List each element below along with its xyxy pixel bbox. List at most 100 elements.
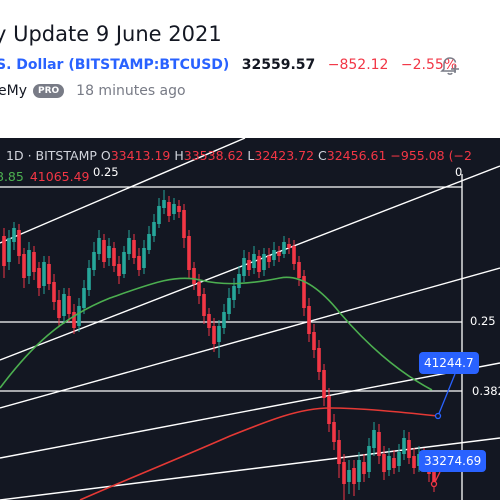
candle-body-55 <box>277 252 281 256</box>
legend-interval: 1D <box>6 148 24 163</box>
idea-header: y Update 9 June 2021 S. Dollar (BITSTAMP… <box>0 0 500 138</box>
candle-body-80 <box>402 438 406 454</box>
candle-body-26 <box>132 240 136 258</box>
trendline-top <box>0 138 246 244</box>
candle-body-17 <box>87 268 91 290</box>
candle-body-49 <box>247 260 251 270</box>
candle-body-68 <box>342 462 346 484</box>
candle-body-75 <box>377 432 381 456</box>
candle-body-37 <box>187 236 191 270</box>
candle-body-22 <box>112 248 116 266</box>
candle-body-57 <box>287 244 291 248</box>
candle-body-74 <box>372 430 376 448</box>
legend-low: 32423.72 <box>254 148 315 163</box>
candle-body-8 <box>42 262 46 286</box>
candle-body-29 <box>147 234 151 250</box>
symbol-link[interactable]: BITSTAMP:BTCUSD <box>74 57 223 73</box>
candle-body-61 <box>307 306 311 334</box>
legend-exchange: BITSTAMP <box>35 148 97 163</box>
candle-body-18 <box>92 252 96 270</box>
last-price: 32559.57 <box>241 57 316 73</box>
candle-body-42 <box>212 326 216 344</box>
candle-body-27 <box>137 256 141 270</box>
candle-body-32 <box>162 200 166 208</box>
candle-body-63 <box>317 348 321 372</box>
candle-body-2 <box>12 228 16 242</box>
candle-body-48 <box>242 258 246 276</box>
price-label-anchor-1 <box>434 412 442 420</box>
candle-body-60 <box>302 276 306 308</box>
symbol-suffix: ) <box>222 57 230 73</box>
candle-body-82 <box>412 456 416 468</box>
ma-green-line <box>0 276 433 391</box>
ma-red-line <box>79 407 439 500</box>
fib-label-0-top: 0 <box>455 165 463 179</box>
candle-body-41 <box>207 314 211 328</box>
candle-body-30 <box>152 222 156 236</box>
ohlc-legend: 1D · BITSTAMP O33413.19 H33538.62 L32423… <box>6 148 472 163</box>
candle-body-67 <box>337 440 341 464</box>
candle-body-7 <box>37 268 41 288</box>
price-change: −852.12 <box>327 57 389 73</box>
candle-body-5 <box>27 250 31 276</box>
candle-body-1 <box>7 238 11 262</box>
candle-body-13 <box>67 296 71 314</box>
legend-close: 32456.61 <box>326 148 387 163</box>
candle-body-0 <box>2 236 6 266</box>
author-name[interactable]: eMy <box>0 83 27 99</box>
candle-body-45 <box>227 298 231 314</box>
add-alert-icon[interactable] <box>440 55 460 77</box>
legend-high-label: H <box>174 148 184 163</box>
candle-body-52 <box>262 254 266 270</box>
candle-body-20 <box>102 240 106 262</box>
candle-body-77 <box>387 456 391 470</box>
candle-body-73 <box>367 446 371 472</box>
candle-body-3 <box>17 230 21 256</box>
symbol-row: S. Dollar (BITSTAMP:BTCUSD) 32559.57 −85… <box>0 57 457 73</box>
candle-body-51 <box>257 256 261 272</box>
ma-green-value: 8.85 <box>0 169 24 184</box>
candle-body-56 <box>282 242 286 254</box>
candle-body-6 <box>32 252 36 272</box>
candle-body-16 <box>82 288 86 308</box>
price-chart[interactable]: 1D · BITSTAMP O33413.19 H33538.62 L32423… <box>0 138 500 500</box>
candle-body-46 <box>232 286 236 300</box>
legend-open: 33413.19 <box>110 148 171 163</box>
candle-body-65 <box>327 396 331 424</box>
candle-body-21 <box>107 246 111 258</box>
trendline-bottom <box>0 437 500 500</box>
legend-separator: · <box>27 148 32 163</box>
candle-body-11 <box>57 300 61 318</box>
candle-body-36 <box>182 210 186 238</box>
candle-body-58 <box>292 246 296 264</box>
fib-label-025-top: 0.25 <box>93 165 119 179</box>
candle-body-43 <box>217 326 221 342</box>
published-time: 18 minutes ago <box>76 83 186 99</box>
author-row: eMy PRO 18 minutes ago <box>0 83 186 99</box>
candle-body-69 <box>347 470 351 482</box>
candle-body-64 <box>322 370 326 398</box>
ma-red-value: 41065.49 <box>29 169 90 184</box>
candle-body-23 <box>117 264 121 276</box>
legend-open-label: O <box>100 148 111 163</box>
candle-body-44 <box>222 312 226 328</box>
candle-body-72 <box>362 462 366 474</box>
pro-badge: PRO <box>32 84 65 98</box>
candle-body-25 <box>127 238 131 254</box>
candle-body-47 <box>237 274 241 288</box>
candle-body-10 <box>52 282 56 302</box>
idea-title: y Update 9 June 2021 <box>0 22 222 46</box>
candle-body-31 <box>157 206 161 224</box>
legend-change: −955.08 (−2 <box>390 148 472 163</box>
price-label-33274[interactable]: 33274.69 <box>419 450 487 472</box>
price-label-connector-1 <box>437 373 456 417</box>
chart-canvas[interactable] <box>0 138 500 500</box>
trendline-mid <box>0 267 500 409</box>
candle-body-66 <box>332 422 336 442</box>
candle-body-24 <box>122 252 126 274</box>
candle-body-53 <box>267 256 271 262</box>
candle-body-50 <box>252 254 256 268</box>
candle-body-9 <box>47 264 51 284</box>
fib-label-025-right: 0.25 <box>470 314 496 328</box>
price-label-41244[interactable]: 41244.7 <box>419 352 479 374</box>
